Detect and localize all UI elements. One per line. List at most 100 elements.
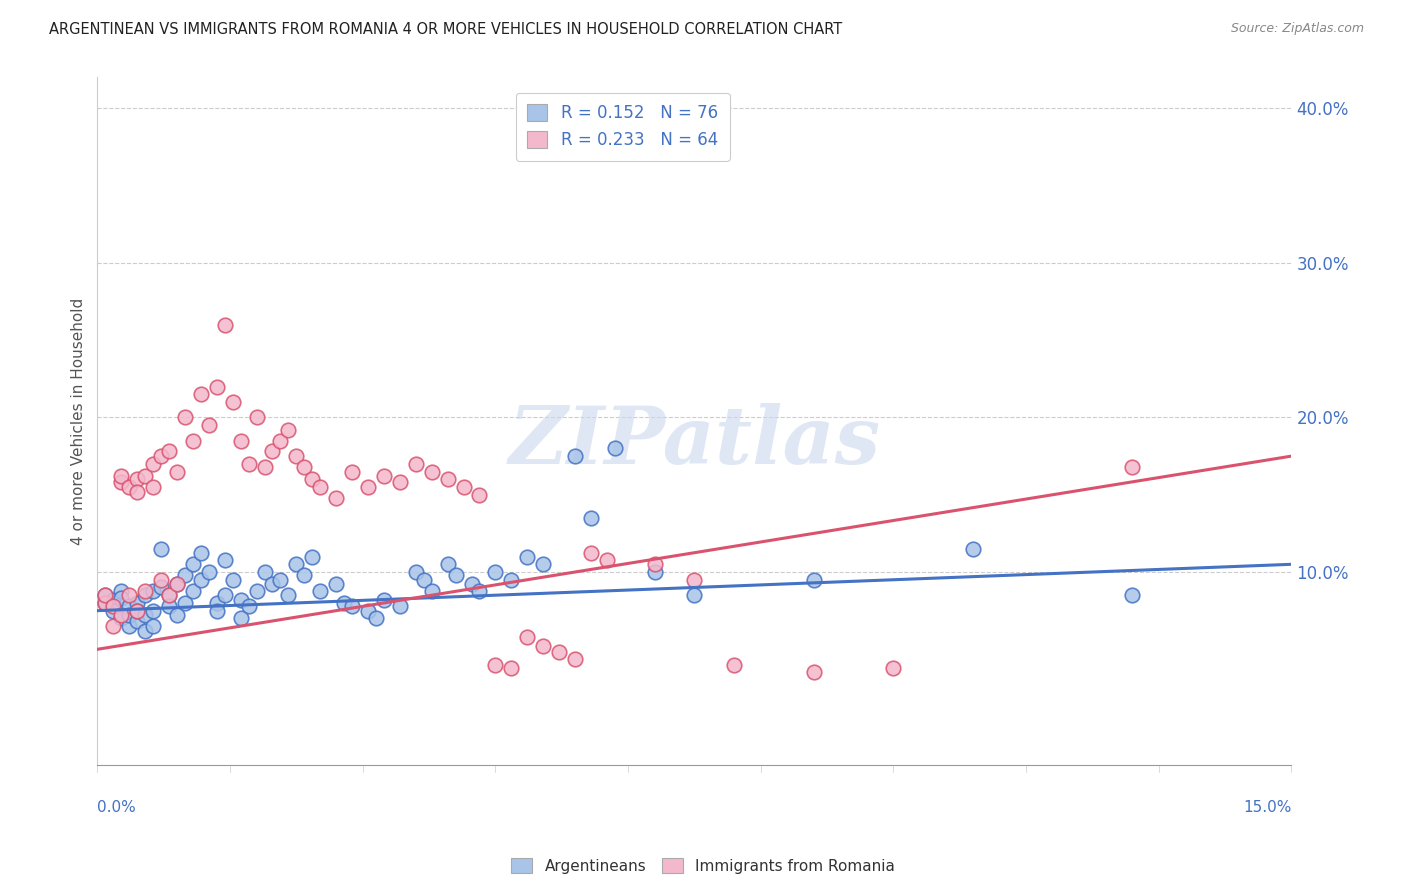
Point xyxy=(198,565,221,579)
Point xyxy=(142,480,165,494)
Point xyxy=(501,661,523,675)
Point xyxy=(166,608,188,623)
Point xyxy=(262,444,284,458)
Point xyxy=(174,596,197,610)
Point xyxy=(1121,459,1143,474)
Point xyxy=(94,588,117,602)
Point xyxy=(603,442,626,456)
Point xyxy=(292,459,315,474)
Point xyxy=(103,604,125,618)
Point xyxy=(174,410,197,425)
Point xyxy=(134,583,156,598)
Point xyxy=(309,480,332,494)
Point xyxy=(142,457,165,471)
Point xyxy=(134,624,156,638)
Point xyxy=(245,410,267,425)
Point xyxy=(962,541,984,556)
Point xyxy=(127,484,149,499)
Point xyxy=(221,573,243,587)
Point xyxy=(110,591,132,606)
Point xyxy=(181,434,204,448)
Point xyxy=(436,472,458,486)
Point xyxy=(118,588,141,602)
Point xyxy=(103,592,125,607)
Point xyxy=(468,488,491,502)
Point xyxy=(94,596,117,610)
Point xyxy=(644,565,666,579)
Point xyxy=(564,449,586,463)
Point xyxy=(110,611,132,625)
Text: 0.0%: 0.0% xyxy=(97,799,136,814)
Point xyxy=(142,583,165,598)
Point xyxy=(166,577,188,591)
Point xyxy=(301,472,323,486)
Point xyxy=(103,599,125,613)
Point xyxy=(253,565,276,579)
Point xyxy=(205,379,228,393)
Point xyxy=(453,480,475,494)
Point xyxy=(285,449,308,463)
Point xyxy=(118,480,141,494)
Point xyxy=(803,573,825,587)
Point xyxy=(190,387,212,401)
Point xyxy=(198,418,221,433)
Point xyxy=(214,318,236,332)
Point xyxy=(166,465,188,479)
Point xyxy=(484,657,506,672)
Text: Source: ZipAtlas.com: Source: ZipAtlas.com xyxy=(1230,22,1364,36)
Point xyxy=(579,546,602,560)
Point xyxy=(214,552,236,566)
Point xyxy=(181,558,204,572)
Point xyxy=(150,581,173,595)
Point xyxy=(548,645,571,659)
Point xyxy=(157,588,180,602)
Point xyxy=(803,665,825,680)
Legend: R = 0.152   N = 76, R = 0.233   N = 64: R = 0.152 N = 76, R = 0.233 N = 64 xyxy=(516,93,730,161)
Point xyxy=(301,549,323,564)
Point xyxy=(596,552,619,566)
Point xyxy=(388,475,411,490)
Point xyxy=(134,469,156,483)
Point xyxy=(157,444,180,458)
Point xyxy=(277,423,299,437)
Point xyxy=(285,558,308,572)
Point xyxy=(262,577,284,591)
Point xyxy=(1121,588,1143,602)
Point xyxy=(127,472,149,486)
Point xyxy=(882,661,904,675)
Point xyxy=(436,558,458,572)
Point xyxy=(110,469,132,483)
Point xyxy=(460,577,482,591)
Point xyxy=(103,599,125,613)
Point xyxy=(564,651,586,665)
Point xyxy=(157,599,180,613)
Point xyxy=(644,558,666,572)
Point xyxy=(127,604,149,618)
Point xyxy=(150,573,173,587)
Point xyxy=(683,588,706,602)
Point xyxy=(412,573,434,587)
Point xyxy=(110,475,132,490)
Point xyxy=(340,465,363,479)
Point xyxy=(142,604,165,618)
Point xyxy=(269,434,291,448)
Point xyxy=(221,395,243,409)
Point xyxy=(420,583,443,598)
Point xyxy=(357,604,380,618)
Point xyxy=(269,573,291,587)
Point xyxy=(364,611,387,625)
Point xyxy=(245,583,267,598)
Point xyxy=(118,608,141,623)
Point xyxy=(683,573,706,587)
Point xyxy=(579,511,602,525)
Point xyxy=(388,599,411,613)
Point xyxy=(484,565,506,579)
Point xyxy=(166,577,188,591)
Point xyxy=(292,568,315,582)
Point xyxy=(340,599,363,613)
Point xyxy=(150,541,173,556)
Point xyxy=(531,639,554,653)
Legend: Argentineans, Immigrants from Romania: Argentineans, Immigrants from Romania xyxy=(505,852,901,880)
Point xyxy=(516,549,538,564)
Point xyxy=(373,592,395,607)
